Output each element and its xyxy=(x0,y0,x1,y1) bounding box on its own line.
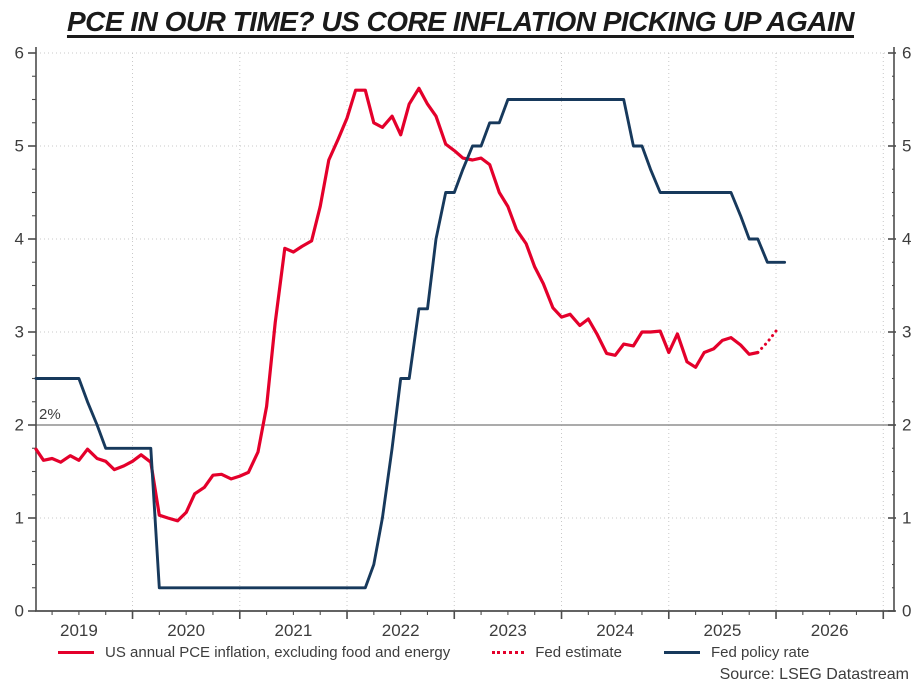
svg-text:2024: 2024 xyxy=(596,621,634,640)
svg-text:2019: 2019 xyxy=(60,621,98,640)
fed-estimate-line-swatch xyxy=(492,651,525,654)
series-line-2 xyxy=(34,98,787,590)
svg-text:2021: 2021 xyxy=(274,621,312,640)
svg-text:6: 6 xyxy=(902,44,911,63)
svg-text:3: 3 xyxy=(902,323,911,342)
svg-text:2: 2 xyxy=(902,416,911,435)
legend-label-fed-estimate: Fed estimate xyxy=(535,644,622,661)
series-line-0 xyxy=(34,86,760,523)
chart-svg: 2% 0 0 1 1 2 2 3 3 4 4 5 5 6 6 2019 2020 2021 2022 2023 2024… xyxy=(15,44,912,641)
svg-text:2025: 2025 xyxy=(703,621,741,640)
source-credit: Source: LSEG Datastream xyxy=(719,666,909,683)
svg-text:0: 0 xyxy=(15,602,24,621)
svg-text:2026: 2026 xyxy=(811,621,849,640)
legend-item-policy-rate: Fed policy rate xyxy=(663,644,810,661)
svg-text:5: 5 xyxy=(15,137,24,156)
svg-text:2020: 2020 xyxy=(167,621,205,640)
legend-item-fed-estimate: Fed estimate xyxy=(492,644,622,661)
policy-rate-line-swatch xyxy=(663,651,700,654)
svg-text:6: 6 xyxy=(15,44,24,63)
svg-text:5: 5 xyxy=(902,137,911,156)
svg-text:0: 0 xyxy=(902,602,911,621)
svg-text:1: 1 xyxy=(902,509,911,528)
chart-legend: US annual PCE inflation, excluding food … xyxy=(58,644,851,661)
svg-text:4: 4 xyxy=(902,230,911,249)
legend-item-pce: US annual PCE inflation, excluding food … xyxy=(58,644,450,661)
svg-text:2: 2 xyxy=(15,416,24,435)
svg-text:4: 4 xyxy=(15,230,24,249)
chart-title: PCE IN OUR TIME? US CORE INFLATION PICKI… xyxy=(66,6,855,37)
legend-label-pce: US annual PCE inflation, excluding food … xyxy=(105,644,451,661)
svg-text:3: 3 xyxy=(15,323,24,342)
svg-text:2022: 2022 xyxy=(382,621,420,640)
series-line-1 xyxy=(756,329,778,354)
svg-text:1: 1 xyxy=(15,509,24,528)
svg-text:2023: 2023 xyxy=(489,621,527,640)
pce-line-swatch xyxy=(58,651,94,654)
legend-label-policy-rate: Fed policy rate xyxy=(710,644,810,661)
two-percent-target-label: 2% xyxy=(39,406,61,423)
